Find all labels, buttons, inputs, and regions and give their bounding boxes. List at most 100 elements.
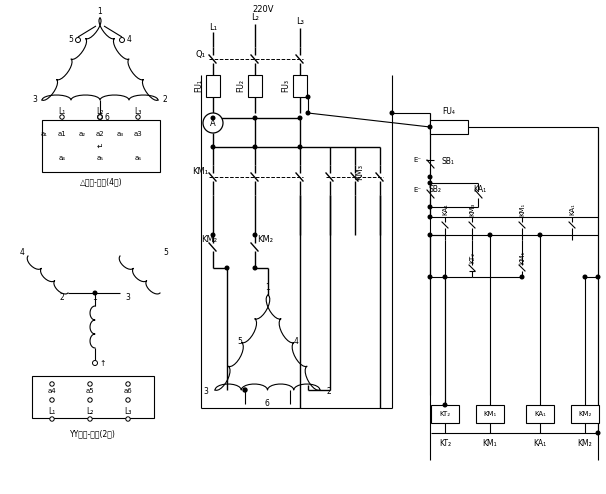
Circle shape: [126, 417, 130, 421]
Text: a5: a5: [85, 388, 95, 394]
Text: 2: 2: [162, 95, 167, 105]
Circle shape: [93, 361, 98, 366]
Circle shape: [88, 382, 92, 386]
Text: 1: 1: [265, 283, 270, 291]
Text: KM₃: KM₃: [469, 203, 475, 215]
Bar: [206, 75, 220, 97]
Text: FU₁: FU₁: [195, 80, 204, 92]
Bar: [293, 75, 307, 97]
Circle shape: [50, 417, 54, 421]
Circle shape: [243, 388, 247, 392]
Text: Q₁: Q₁: [195, 50, 205, 59]
Text: a₆: a₆: [135, 155, 142, 161]
Circle shape: [211, 233, 215, 237]
Text: a6: a6: [124, 388, 132, 394]
Circle shape: [428, 205, 432, 209]
Text: 2: 2: [59, 293, 64, 302]
Text: a2: a2: [96, 131, 104, 137]
Text: △接法-低速(4极): △接法-低速(4极): [79, 177, 122, 187]
Text: A: A: [210, 119, 216, 127]
Circle shape: [306, 95, 310, 99]
Circle shape: [126, 398, 130, 402]
Circle shape: [428, 233, 432, 237]
Text: KT₂: KT₂: [439, 411, 451, 417]
Circle shape: [443, 275, 447, 279]
Text: KA₁: KA₁: [533, 439, 547, 448]
Text: 220V: 220V: [252, 5, 274, 14]
Text: ↵: ↵: [97, 141, 103, 151]
Text: 6: 6: [105, 113, 110, 122]
Circle shape: [596, 431, 600, 435]
Text: YY接法-高速(2极): YY接法-高速(2极): [70, 429, 116, 439]
Text: L₂: L₂: [251, 13, 259, 23]
Circle shape: [60, 115, 64, 119]
Text: a4: a4: [48, 388, 56, 394]
Text: a₃: a₃: [116, 131, 124, 137]
Text: SB₂: SB₂: [428, 186, 442, 195]
Text: FU₃: FU₃: [282, 80, 290, 92]
Text: FU₂: FU₂: [236, 80, 245, 92]
Bar: [248, 75, 262, 97]
Text: KM₂: KM₂: [257, 236, 273, 245]
Text: 5: 5: [164, 248, 168, 257]
Circle shape: [88, 417, 92, 421]
Circle shape: [298, 145, 302, 149]
Bar: [431, 405, 459, 423]
Text: KM₁: KM₁: [483, 439, 498, 448]
Text: 6: 6: [265, 400, 270, 409]
Circle shape: [488, 233, 492, 237]
Circle shape: [538, 233, 542, 237]
Text: KM₂: KM₂: [578, 439, 593, 448]
Text: E⁻: E⁻: [414, 157, 422, 163]
Circle shape: [253, 145, 257, 149]
Text: KM₁: KM₁: [192, 167, 208, 176]
Text: KM₂: KM₂: [578, 411, 591, 417]
Text: a₄: a₄: [59, 155, 65, 161]
Text: KM₁: KM₁: [484, 411, 497, 417]
Circle shape: [50, 382, 54, 386]
Circle shape: [428, 215, 432, 219]
Text: a1: a1: [58, 131, 67, 137]
Circle shape: [298, 116, 302, 120]
Text: a₂: a₂: [78, 131, 85, 137]
Circle shape: [136, 115, 140, 119]
Text: SB₁: SB₁: [442, 158, 454, 166]
Circle shape: [428, 125, 432, 129]
Circle shape: [520, 275, 524, 279]
Text: 4: 4: [19, 248, 24, 257]
Bar: [571, 405, 599, 423]
Text: KA₁: KA₁: [442, 203, 448, 215]
Text: E⁻: E⁻: [414, 187, 422, 193]
Circle shape: [93, 291, 97, 295]
Text: L₁: L₁: [58, 107, 65, 116]
Text: 1: 1: [93, 293, 98, 302]
Bar: [42, 120, 160, 172]
Text: 3: 3: [204, 387, 208, 397]
Circle shape: [443, 403, 447, 407]
Text: 1: 1: [98, 7, 102, 16]
Circle shape: [253, 116, 257, 120]
Circle shape: [126, 382, 130, 386]
Bar: [476, 405, 504, 423]
Text: L₃: L₃: [296, 17, 304, 27]
Text: L₂: L₂: [96, 107, 104, 116]
Circle shape: [119, 38, 124, 42]
Circle shape: [253, 233, 257, 237]
Text: L₁: L₁: [48, 407, 56, 415]
Circle shape: [88, 398, 92, 402]
Circle shape: [98, 115, 102, 120]
Text: KM₁: KM₁: [519, 250, 525, 264]
Circle shape: [306, 111, 310, 115]
Circle shape: [211, 116, 215, 120]
Text: KA₁: KA₁: [569, 203, 575, 215]
Circle shape: [428, 181, 432, 185]
Circle shape: [225, 266, 229, 270]
Circle shape: [428, 275, 432, 279]
Text: 5: 5: [68, 36, 73, 44]
Text: KT₂: KT₂: [439, 439, 451, 448]
Circle shape: [203, 113, 223, 133]
Text: KA₁: KA₁: [534, 411, 546, 417]
Text: 4: 4: [293, 337, 298, 346]
Circle shape: [98, 115, 102, 119]
Text: L₁: L₁: [209, 24, 217, 33]
